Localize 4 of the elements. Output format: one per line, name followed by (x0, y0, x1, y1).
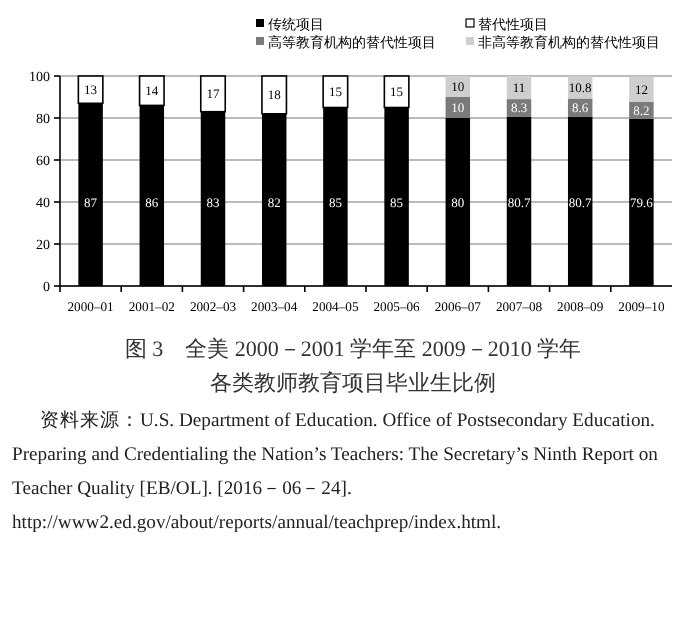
text: 各类教师教育项目毕业生比例 (210, 370, 496, 396)
text: 资料来源：U.S. Department of Education. Office of Postsecondary Education. Preparing and Credentialing the Nation’s Teachers: The Secretary’s Ninth Report on Teacher Quality [EB/OL]. [2016－06－24]. http://www2.ed.gov/about/reports/annual/teachprep/index.html. (12, 408, 659, 534)
text: 图 3 全美 2000－2001 学年至 2009－2010 学年 (124, 336, 582, 362)
bar (629, 76, 654, 102)
